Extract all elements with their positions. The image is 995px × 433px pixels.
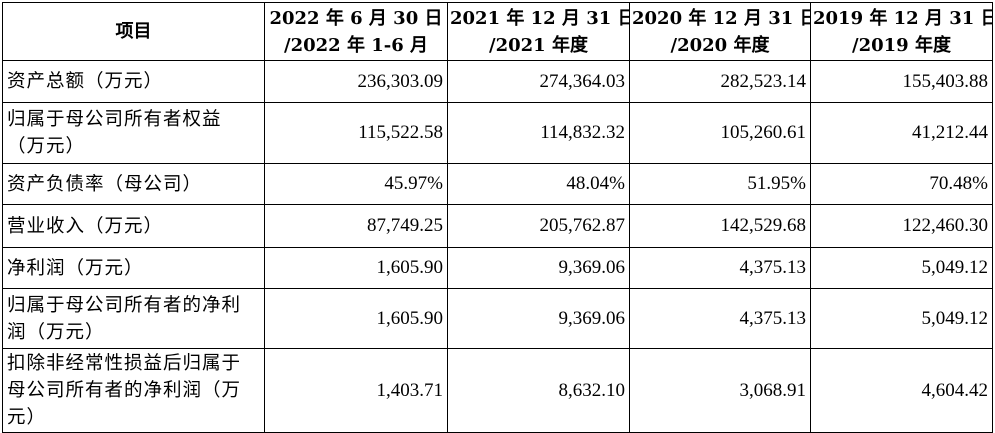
cell-value: 5,049.12 xyxy=(810,247,993,289)
cell-value: 70.48% xyxy=(810,163,993,205)
cell-value: 142,529.68 xyxy=(629,204,811,248)
header-col-2022: 2022 年 6 月 30 日 /2022 年 1-6 月 xyxy=(264,2,448,61)
header-col-2021-line2: /2021 年度 xyxy=(489,34,588,56)
cell-value: 1,605.90 xyxy=(264,247,448,289)
cell-value: 282,523.14 xyxy=(629,60,811,103)
row-label: 资产负债率（母公司） xyxy=(2,163,265,205)
cell-value: 5,049.12 xyxy=(810,288,993,349)
row-label: 归属于母公司所有者的净利润（万元） xyxy=(2,288,265,349)
cell-value: 236,303.09 xyxy=(264,60,448,103)
header-item: 项目 xyxy=(2,2,265,61)
cell-value: 4,375.13 xyxy=(629,247,811,289)
table-row-total-assets: 资产总额（万元） 236,303.09 274,364.03 282,523.1… xyxy=(2,60,993,103)
cell-value: 105,260.61 xyxy=(629,102,811,164)
cell-value: 45.97% xyxy=(264,163,448,205)
header-col-2019-line2: /2019 年度 xyxy=(852,34,951,56)
cell-value: 51.95% xyxy=(629,163,811,205)
header-col-2019-line1: 2019 年 12 月 31 日 xyxy=(813,7,993,29)
header-col-2021-line1: 2021 年 12 月 31 日 xyxy=(450,7,630,29)
cell-value: 114,832.32 xyxy=(447,102,630,164)
row-label: 归属于母公司所有者权益（万元） xyxy=(2,102,265,164)
header-col-2021: 2021 年 12 月 31 日 /2021 年度 xyxy=(447,2,630,61)
header-col-2020-line2: /2020 年度 xyxy=(670,34,770,56)
header-col-2022-line1: 2022 年 6 月 30 日 xyxy=(269,7,443,29)
cell-value: 48.04% xyxy=(447,163,630,205)
table-row-parent-equity: 归属于母公司所有者权益（万元） 115,522.58 114,832.32 10… xyxy=(2,102,993,164)
cell-value: 205,762.87 xyxy=(447,204,630,248)
cell-value: 155,403.88 xyxy=(810,60,993,103)
cell-value: 41,212.44 xyxy=(810,102,993,164)
row-label: 扣除非经常性损益后归属于母公司所有者的净利润（万元） xyxy=(2,348,265,433)
header-col-2020-line1: 2020 年 12 月 31 日 xyxy=(632,7,811,29)
cell-value: 3,068.91 xyxy=(629,348,811,433)
cell-value: 1,605.90 xyxy=(264,288,448,349)
cell-value: 4,604.42 xyxy=(810,348,993,433)
row-label: 营业收入（万元） xyxy=(2,204,265,248)
cell-value: 115,522.58 xyxy=(264,102,448,164)
row-label: 资产总额（万元） xyxy=(2,60,265,103)
header-col-2019: 2019 年 12 月 31 日 /2019 年度 xyxy=(810,2,993,61)
cell-value: 8,632.10 xyxy=(447,348,630,433)
header-row: 项目 2022 年 6 月 30 日 /2022 年 1-6 月 2021 年 … xyxy=(2,2,993,61)
header-col-2020: 2020 年 12 月 31 日 /2020 年度 xyxy=(629,2,811,61)
table-row-revenue: 营业收入（万元） 87,749.25 205,762.87 142,529.68… xyxy=(2,204,993,248)
cell-value: 1,403.71 xyxy=(264,348,448,433)
table-row-deducted-net-profit: 扣除非经常性损益后归属于母公司所有者的净利润（万元） 1,403.71 8,63… xyxy=(2,348,993,433)
cell-value: 4,375.13 xyxy=(629,288,811,349)
table-row-parent-net-profit: 归属于母公司所有者的净利润（万元） 1,605.90 9,369.06 4,37… xyxy=(2,288,993,349)
table-row-debt-ratio: 资产负债率（母公司） 45.97% 48.04% 51.95% 70.48% xyxy=(2,163,993,205)
cell-value: 9,369.06 xyxy=(447,288,630,349)
row-label: 净利润（万元） xyxy=(2,247,265,289)
table-row-net-profit: 净利润（万元） 1,605.90 9,369.06 4,375.13 5,049… xyxy=(2,247,993,289)
header-col-2022-line2: /2022 年 1-6 月 xyxy=(284,34,428,56)
cell-value: 9,369.06 xyxy=(447,247,630,289)
cell-value: 274,364.03 xyxy=(447,60,630,103)
cell-value: 122,460.30 xyxy=(810,204,993,248)
cell-value: 87,749.25 xyxy=(264,204,448,248)
